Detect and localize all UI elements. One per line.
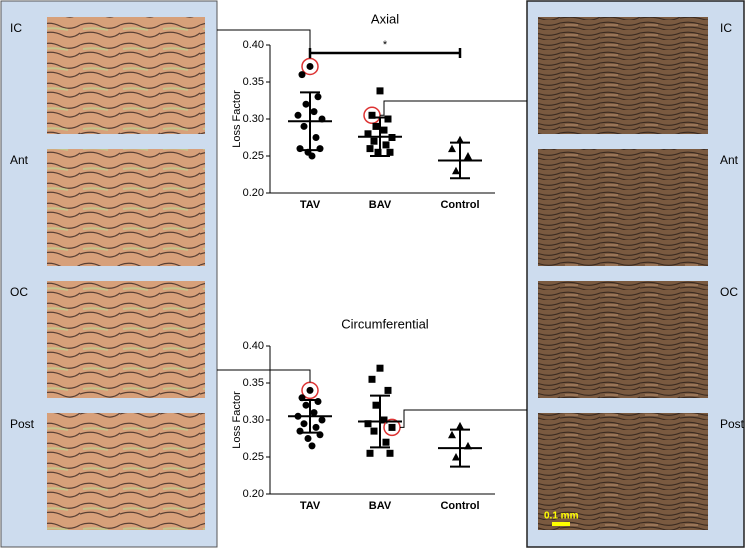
- data-point: [366, 449, 374, 457]
- data-point: [368, 111, 376, 119]
- y-tick-label: 0.40: [243, 39, 264, 51]
- data-point: [388, 423, 396, 431]
- y-axis-label: Loss Factor: [231, 391, 243, 449]
- panel-label: IC: [10, 21, 22, 35]
- data-point: [302, 401, 310, 409]
- panel-label: Post: [10, 417, 35, 431]
- data-point: [300, 420, 308, 428]
- histology-image: [47, 149, 205, 266]
- chart-title: Circumferential: [341, 316, 429, 331]
- connector: [217, 369, 311, 383]
- data-point: [372, 122, 380, 130]
- data-point: [366, 145, 374, 153]
- data-point: [376, 364, 384, 372]
- data-point: [456, 421, 464, 430]
- panel-label: OC: [10, 285, 28, 299]
- data-point: [382, 141, 390, 149]
- data-point: [308, 152, 316, 160]
- data-point: [302, 100, 310, 108]
- panel-label: Ant: [10, 153, 29, 167]
- y-tick-label: 0.20: [243, 488, 264, 500]
- histology-image: [47, 413, 205, 530]
- data-point: [456, 135, 464, 144]
- y-tick-label: 0.30: [243, 414, 264, 426]
- y-axis-label: Loss Factor: [231, 90, 243, 148]
- x-tick-label: BAV: [369, 199, 392, 211]
- panel-label: IC: [720, 21, 732, 35]
- y-tick-label: 0.35: [243, 377, 264, 389]
- data-point: [312, 423, 320, 431]
- data-point: [368, 375, 376, 383]
- data-point: [294, 111, 302, 119]
- data-point: [318, 416, 326, 424]
- connector: [380, 100, 527, 116]
- data-point: [380, 126, 388, 134]
- y-tick-label: 0.20: [243, 187, 264, 199]
- x-tick-label: TAV: [300, 500, 321, 512]
- y-tick-label: 0.35: [243, 76, 264, 88]
- x-tick-label: TAV: [300, 199, 321, 211]
- histology-image: [538, 413, 708, 530]
- data-point: [370, 427, 378, 435]
- scale-bar-label: 0.1 mm: [544, 511, 579, 522]
- data-point: [384, 386, 392, 394]
- data-point: [382, 438, 390, 446]
- data-point: [376, 87, 384, 95]
- y-tick-label: 0.40: [243, 340, 264, 352]
- data-point: [374, 148, 382, 156]
- data-point: [384, 115, 392, 123]
- y-tick-label: 0.25: [243, 451, 264, 463]
- significance-bracket: [308, 48, 462, 58]
- data-point: [308, 442, 316, 450]
- panel-label: Post: [720, 417, 745, 431]
- data-point: [386, 148, 394, 156]
- panel-label: Ant: [720, 153, 739, 167]
- data-point: [452, 166, 460, 175]
- y-tick-label: 0.25: [243, 150, 264, 162]
- data-point: [372, 401, 380, 409]
- x-tick-label: Control: [440, 500, 479, 512]
- data-point: [448, 430, 456, 439]
- histology-image: [538, 17, 708, 134]
- data-point: [364, 420, 372, 428]
- data-point: [300, 122, 308, 130]
- data-point: [312, 134, 320, 141]
- data-point: [452, 453, 460, 461]
- data-point: [310, 108, 318, 116]
- histology-image: [47, 281, 205, 398]
- data-point: [370, 137, 378, 145]
- histology-image: [538, 149, 708, 266]
- significance-label: *: [383, 39, 388, 51]
- data-point: [306, 386, 314, 394]
- data-point: [314, 93, 322, 101]
- data-point: [306, 62, 314, 70]
- x-tick-label: Control: [440, 199, 479, 211]
- data-point: [298, 71, 306, 79]
- data-point: [310, 409, 318, 417]
- data-point: [464, 152, 472, 160]
- histology-image: [47, 17, 205, 134]
- data-point: [380, 416, 388, 424]
- data-point: [364, 130, 372, 138]
- panel-label: OC: [720, 285, 738, 299]
- y-tick-label: 0.30: [243, 113, 264, 125]
- histology-image: [538, 281, 708, 398]
- data-point: [448, 144, 456, 153]
- data-point: [386, 449, 394, 457]
- scale-bar: [552, 522, 570, 526]
- data-point: [304, 435, 312, 442]
- connector: [400, 409, 527, 428]
- x-tick-label: BAV: [369, 500, 392, 512]
- chart-title: Axial: [371, 11, 399, 26]
